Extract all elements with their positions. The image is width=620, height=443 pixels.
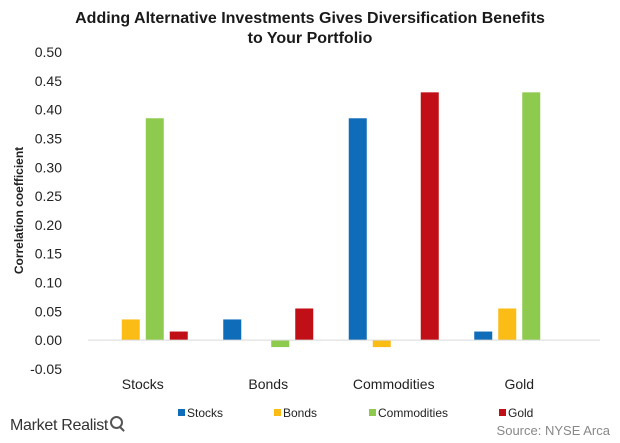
y-tick-label: 0.20 xyxy=(35,217,62,233)
bar-bonds-commodities xyxy=(271,340,290,348)
bars xyxy=(121,92,541,348)
y-axis-label: Correlation coefficient xyxy=(12,147,26,274)
legend: Stocks Bonds Commodities Gold xyxy=(178,406,533,420)
y-tick-label: 0.45 xyxy=(35,73,62,89)
legend-swatch xyxy=(369,409,376,416)
brand-logo: Market Realist xyxy=(10,416,124,435)
bar-commodities-gold xyxy=(420,92,439,341)
legend-label: Bonds xyxy=(283,406,317,420)
bar-gold-bonds xyxy=(498,308,517,341)
bar-stocks-commodities xyxy=(145,118,164,341)
y-axis-ticks: -0.05 0.00 0.05 0.10 0.15 0.20 0.25 0.30 0.35 0.4… xyxy=(30,44,62,377)
y-tick-label: 0.40 xyxy=(35,102,62,118)
category-label: Commodities xyxy=(353,376,435,392)
chart-title: Adding Alternative Investments Gives Div… xyxy=(75,10,545,47)
category-label: Bonds xyxy=(248,376,288,392)
legend-swatch xyxy=(178,409,185,416)
bar-stocks-bonds xyxy=(121,319,140,341)
bar-commodities-bonds xyxy=(372,340,391,348)
y-tick-label: 0.50 xyxy=(35,44,62,60)
y-tick-label: 0.10 xyxy=(35,275,62,291)
bar-gold-stocks xyxy=(474,331,493,341)
brand-name: Market Realist xyxy=(10,417,109,434)
legend-label: Gold xyxy=(508,406,533,420)
bar-bonds-gold xyxy=(295,308,314,341)
category-label: Stocks xyxy=(122,376,164,392)
legend-label: Commodities xyxy=(378,406,448,420)
y-tick-label: -0.05 xyxy=(30,361,62,377)
bar-bonds-stocks xyxy=(223,319,242,341)
chart-title-line: to Your Portfolio xyxy=(248,30,373,47)
chart-title-line: Adding Alternative Investments Gives Div… xyxy=(75,10,545,27)
y-tick-label: 0.15 xyxy=(35,246,62,262)
bar-stocks-gold xyxy=(169,331,188,341)
bar-commodities-stocks xyxy=(348,118,367,341)
bar-gold-commodities xyxy=(522,92,541,341)
legend-swatch xyxy=(499,409,506,416)
y-tick-label: 0.25 xyxy=(35,188,62,204)
y-tick-label: 0.30 xyxy=(35,159,62,175)
magnifier-icon xyxy=(110,416,124,429)
category-labels: Stocks Bonds Commodities Gold xyxy=(122,376,534,392)
y-tick-label: 0.00 xyxy=(35,332,62,348)
y-tick-label: 0.05 xyxy=(35,303,62,319)
source-note: Source: NYSE Arca xyxy=(496,423,610,438)
legend-label: Stocks xyxy=(187,406,223,420)
y-tick-label: 0.35 xyxy=(35,130,62,146)
legend-swatch xyxy=(274,409,281,416)
category-label: Gold xyxy=(504,376,534,392)
